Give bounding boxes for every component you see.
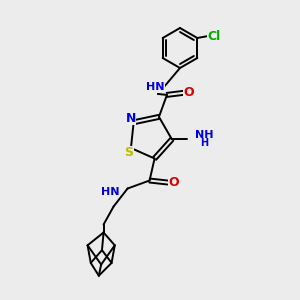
Text: HN: HN — [146, 82, 164, 92]
Text: S: S — [124, 146, 134, 160]
Text: NH: NH — [195, 130, 213, 140]
Text: N: N — [125, 112, 136, 125]
Text: H: H — [200, 138, 208, 148]
Text: Cl: Cl — [208, 29, 221, 43]
Text: O: O — [184, 86, 194, 99]
Text: O: O — [168, 176, 179, 189]
Text: HN: HN — [101, 187, 120, 196]
